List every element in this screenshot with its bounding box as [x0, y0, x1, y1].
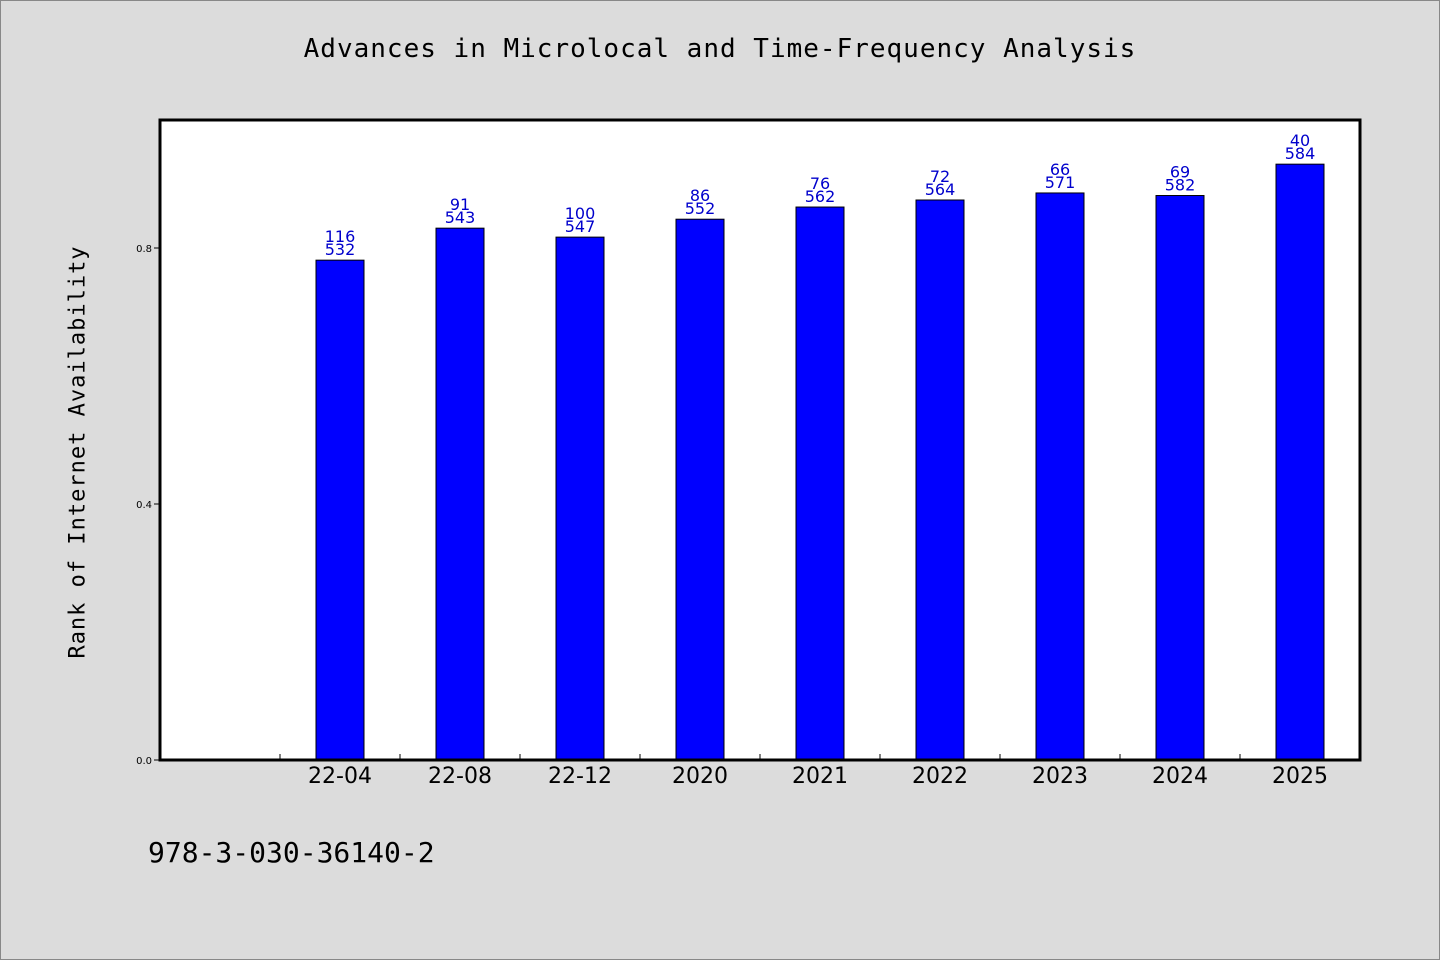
bar-2023 [1035, 192, 1085, 761]
x-tick-label-22-04: 22-04 [308, 764, 372, 789]
bar-label-top-22-12: 100 [565, 204, 596, 223]
bar-label-bottom-2021: 562 [805, 187, 836, 206]
bar-label-bottom-2023: 571 [1045, 173, 1076, 192]
bar-2021 [795, 206, 845, 761]
chart-title: Advances in Microlocal and Time-Frequenc… [303, 34, 1137, 64]
bar-label-bottom-22-12: 547 [565, 217, 596, 236]
bar-label-top-2020: 86 [690, 186, 710, 205]
x-tick-label-22-08: 22-08 [428, 764, 492, 789]
x-tick-label-2020: 2020 [672, 764, 728, 789]
bar-label-top-2021: 76 [810, 174, 830, 193]
bar-label-bottom-2022: 564 [925, 180, 956, 199]
bar-label-bottom-2024: 582 [1165, 176, 1196, 195]
bar-2022 [915, 199, 965, 761]
plot-border [158, 118, 1362, 762]
bar-2025 [1275, 163, 1325, 761]
bar-label-top-22-04: 116 [325, 227, 356, 246]
y-tick-label-0.8: 0.8 [136, 244, 152, 255]
bar-22-08 [435, 227, 485, 761]
isbn-text: 978-3-030-36140-2 [148, 836, 435, 869]
x-tick-label-2022: 2022 [912, 764, 968, 789]
bar-label-top-2023: 66 [1050, 160, 1070, 179]
y-tick-label-0.0: 0.0 [136, 756, 152, 767]
x-tick-label-2023: 2023 [1032, 764, 1088, 789]
bar-22-12 [555, 236, 605, 761]
x-tick-label-2024: 2024 [1152, 764, 1208, 789]
x-tick-label-22-12: 22-12 [548, 764, 612, 789]
bar-label-bottom-2020: 552 [685, 199, 716, 218]
bar-label-bottom-2025: 584 [1285, 144, 1316, 163]
y-tick-label-0.4: 0.4 [136, 500, 152, 511]
bar-label-top-22-08: 91 [450, 195, 470, 214]
bar-label-top-2025: 40 [1290, 131, 1310, 150]
x-tick-label-2021: 2021 [792, 764, 848, 789]
bar-label-bottom-22-04: 532 [325, 240, 356, 259]
bar-label-bottom-22-08: 543 [445, 208, 476, 227]
bar-label-top-2022: 72 [930, 167, 950, 186]
bar-2020 [675, 218, 725, 761]
bar-label-top-2024: 69 [1170, 163, 1190, 182]
bar-2024 [1155, 195, 1205, 761]
bar-22-04 [315, 259, 365, 761]
x-tick-label-2025: 2025 [1272, 764, 1328, 789]
